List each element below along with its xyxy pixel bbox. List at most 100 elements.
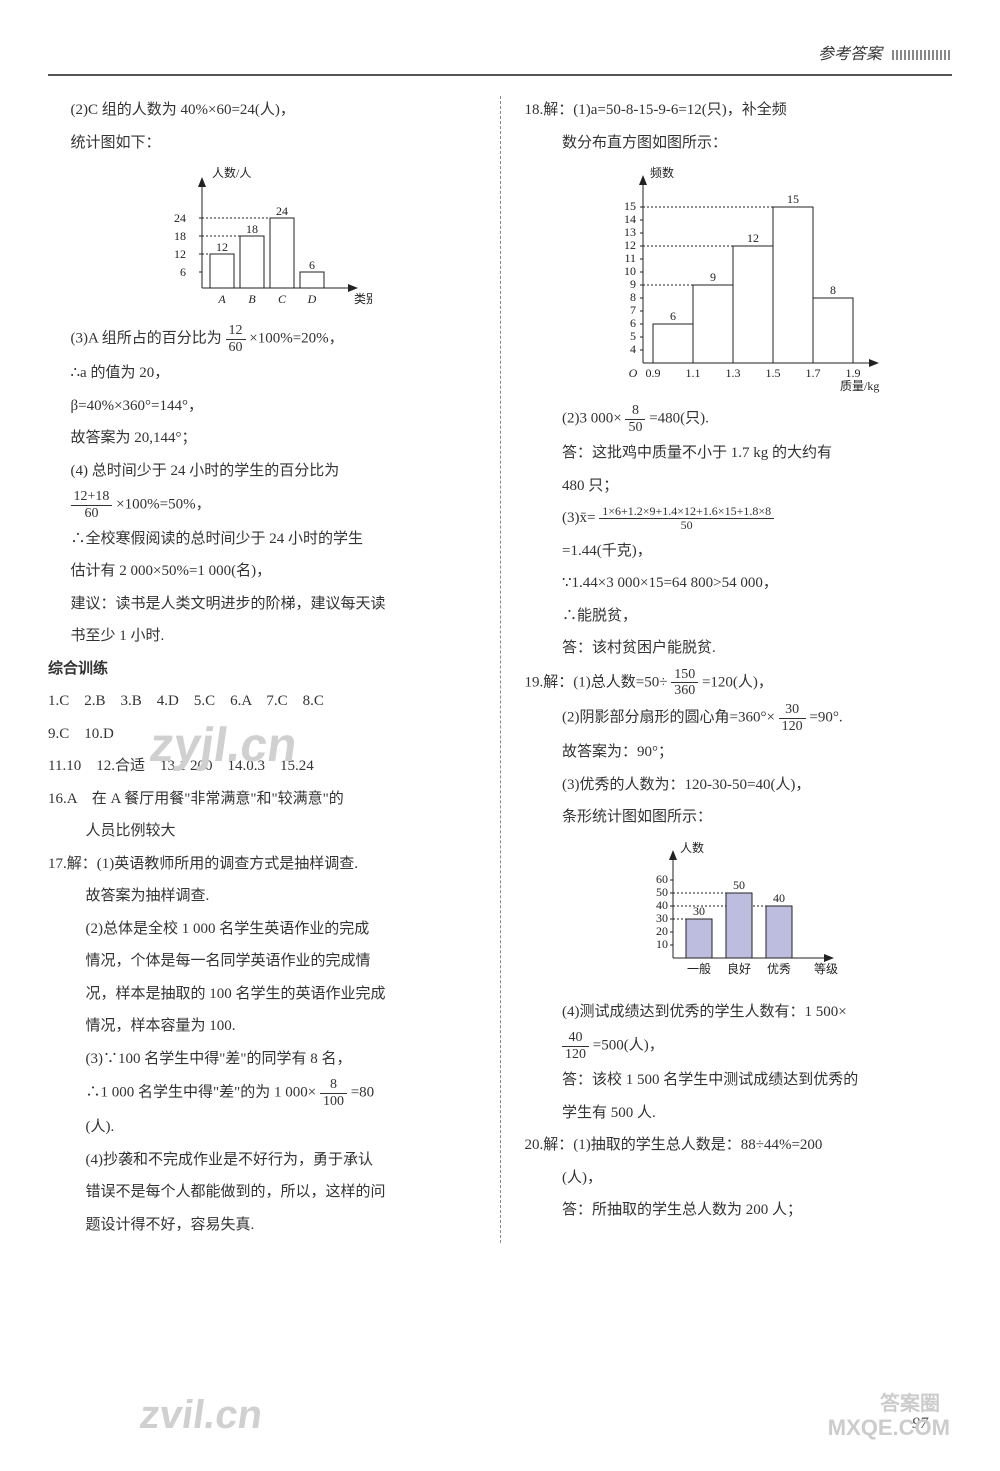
svg-text:12: 12 [216, 240, 228, 254]
fraction: 150 360 [671, 667, 698, 699]
text: 情况，样本容量为 100. [48, 1012, 476, 1041]
text: 20.解：(1)抽取的学生总人数是：88÷44%=200 [525, 1131, 953, 1160]
svg-text:30: 30 [693, 904, 705, 918]
svg-text:13: 13 [624, 225, 636, 239]
watermark: 答案圈 [880, 1385, 940, 1423]
svg-text:良好: 良好 [727, 961, 751, 976]
text: (4) 总时间少于 24 小时的学生的百分比为 [48, 457, 476, 486]
den: 120 [779, 719, 806, 734]
text: 答：这批鸡中质量不小于 1.7 kg 的大约有 [525, 439, 953, 468]
text: (2)3 000× 8 50 =480(只). [525, 403, 953, 435]
text: 条形统计图如图所示： [525, 803, 953, 832]
svg-text:一般: 一般 [687, 961, 711, 976]
svg-text:60: 60 [656, 872, 668, 886]
svg-text:B: B [248, 292, 256, 306]
fraction: 1×6+1.2×9+1.4×12+1.6×15+1.8×8 50 [599, 505, 774, 532]
t: =80 [351, 1085, 374, 1101]
svg-text:12: 12 [624, 238, 636, 252]
text: (人)， [525, 1164, 953, 1193]
text: ∴1 000 名学生中得"差"的为 1 000× 8 100 =80 [48, 1077, 476, 1109]
svg-text:24: 24 [174, 211, 186, 225]
svg-text:C: C [278, 292, 287, 306]
svg-text:6: 6 [309, 258, 315, 272]
den: 60 [71, 506, 113, 521]
text: 学生有 500 人. [525, 1099, 953, 1128]
svg-text:6: 6 [630, 316, 636, 330]
text: 答：该村贫困户能脱贫. [525, 634, 953, 663]
t: 19.解：(1)总人数=50÷ [525, 674, 668, 690]
left-column: (2)C 组的人数为 40%×60=24(人)， 统计图如下： 人数/人 6 [48, 96, 476, 1243]
svg-text:0.9: 0.9 [646, 366, 661, 380]
text: 40 120 =500(人)， [525, 1030, 953, 1062]
text: 16.A 在 A 餐厅用餐"非常满意"和"较满意"的 [48, 785, 476, 814]
t: (3)x̄= [562, 510, 595, 526]
text: (2)总体是全校 1 000 名学生英语作业的完成 [48, 915, 476, 944]
svg-text:12: 12 [747, 231, 759, 245]
text: 错误不是每个人都能做到的，所以，这样的问 [48, 1178, 476, 1207]
text: ∴a 的值为 20， [48, 359, 476, 388]
fraction: 40 120 [562, 1030, 589, 1062]
svg-text:24: 24 [276, 204, 288, 218]
num: 8 [320, 1077, 347, 1093]
chart3-svg: 人数 10 20 30 40 50 60 [628, 838, 848, 988]
svg-text:O: O [629, 366, 638, 380]
svg-text:1.1: 1.1 [686, 366, 701, 380]
den: 50 [625, 420, 645, 435]
text: 故答案为 20,144°； [48, 424, 476, 453]
t: =120(人)， [702, 674, 773, 690]
text: β=40%×360°=144°， [48, 392, 476, 421]
svg-text:9: 9 [630, 277, 636, 291]
chart2-histogram: 频数 4 5 6 7 8 9 10 [525, 163, 953, 393]
svg-text:6: 6 [670, 309, 676, 323]
svg-text:12: 12 [174, 247, 186, 261]
text: 书至少 1 小时. [48, 622, 476, 651]
header-decor [892, 50, 952, 60]
svg-text:人数/人: 人数/人 [212, 165, 251, 180]
den: 50 [599, 519, 774, 532]
num: 12+18 [71, 489, 113, 505]
fraction: 8 50 [625, 403, 645, 435]
svg-text:1.5: 1.5 [766, 366, 781, 380]
text: 12+18 60 ×100%=50%， [48, 489, 476, 521]
svg-text:优秀: 优秀 [767, 962, 791, 976]
text: =1.44(千克)， [525, 537, 953, 566]
watermark: MXQE.COM [828, 1407, 950, 1449]
text: (4)测试成绩达到优秀的学生人数有：1 500× [525, 998, 953, 1027]
svg-text:7: 7 [630, 303, 636, 317]
text: 故答案为抽样调查. [48, 882, 476, 911]
text: 答：该校 1 500 名学生中测试成绩达到优秀的 [525, 1066, 953, 1095]
watermark: zvil.cn [135, 1377, 268, 1453]
two-columns: (2)C 组的人数为 40%×60=24(人)， 统计图如下： 人数/人 6 [48, 96, 952, 1243]
text: 480 只； [525, 472, 953, 501]
section-title: 综合训练 [48, 655, 476, 684]
text: (2)C 组的人数为 40%×60=24(人)， [48, 96, 476, 125]
text: (3)优秀的人数为：120-30-50=40(人)， [525, 771, 953, 800]
fraction: 30 120 [779, 702, 806, 734]
num: 30 [779, 702, 806, 718]
text: 故答案为：90°； [525, 738, 953, 767]
text: 答：所抽取的学生总人数为 200 人； [525, 1196, 953, 1225]
svg-text:11: 11 [625, 251, 637, 265]
text: (3)A 组所占的百分比为 12 60 ×100%=20%， [48, 323, 476, 355]
num: 40 [562, 1030, 589, 1046]
fraction: 12 60 [226, 323, 246, 355]
svg-text:类别: 类别 [354, 292, 372, 306]
answers-row: 1.C 2.B 3.B 4.D 5.C 6.A 7.C 8.C [48, 687, 476, 716]
svg-text:15: 15 [787, 192, 799, 206]
text: 17.解：(1)英语教师所用的调查方式是抽样调查. [48, 850, 476, 879]
svg-text:D: D [306, 292, 316, 306]
text: ∴全校寒假阅读的总时间少于 24 小时的学生 [48, 525, 476, 554]
t: ∴1 000 名学生中得"差"的为 1 000× [86, 1085, 317, 1101]
svg-text:14: 14 [624, 212, 636, 226]
text: 题设计得不好，容易失真. [48, 1211, 476, 1240]
header-title: 参考答案 [818, 46, 882, 63]
text: (2)阴影部分扇形的圆心角=360°× 30 120 =90°. [525, 702, 953, 734]
text: 19.解：(1)总人数=50÷ 150 360 =120(人)， [525, 667, 953, 699]
svg-text:1.9: 1.9 [846, 366, 861, 380]
den: 100 [320, 1094, 347, 1109]
svg-text:18: 18 [174, 229, 186, 243]
text: 数分布直方图如图所示： [525, 129, 953, 158]
answers-row: 9.C 10.D [48, 720, 476, 749]
chart1-svg: 人数/人 6 12 18 [152, 163, 372, 313]
svg-text:30: 30 [656, 911, 668, 925]
